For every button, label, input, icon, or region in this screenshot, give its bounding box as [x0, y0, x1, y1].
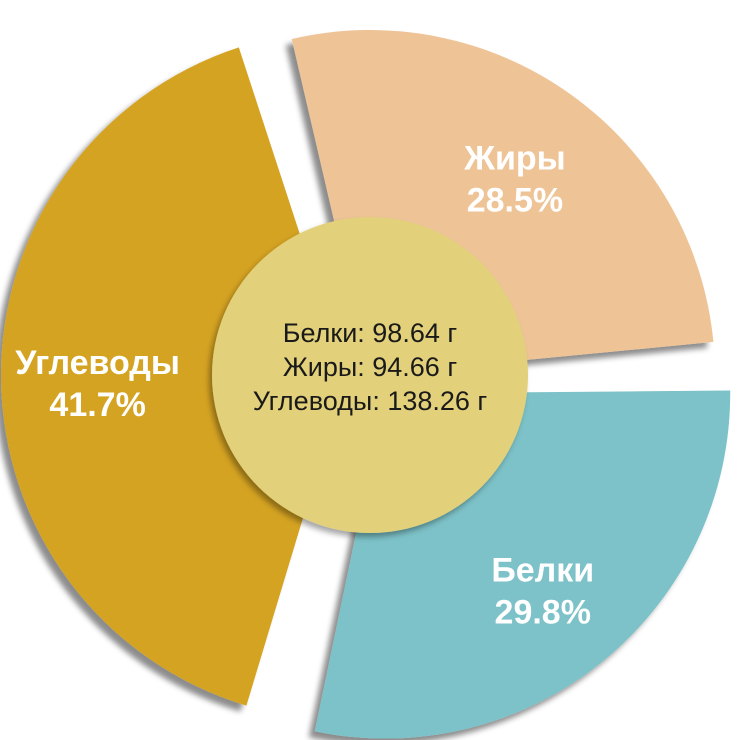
pie-slice-label-2: Жиры: [463, 139, 565, 177]
pie-slice-2: [291, 29, 714, 363]
pie-slice-label-0: Белки: [491, 552, 594, 590]
pie-slice-value-0: 29.8%: [495, 594, 591, 632]
center-line-fat: Жиры: 94.66 г: [283, 352, 458, 382]
center-line-carbs: Углеводы: 138.26 г: [253, 386, 488, 416]
center-summary: Белки: 98.64 г Жиры: 94.66 г Углеводы: 1…: [212, 217, 528, 533]
pie-slices: [1, 29, 731, 739]
center-line-protein: Белки: 98.64 г: [283, 318, 458, 348]
pie-slice-value-1: 41.7%: [49, 386, 145, 424]
center-summary-disc: [212, 217, 528, 533]
pie-slice-label-1: Углеводы: [15, 344, 180, 382]
pie-slice-labels: Белки 29.8% Углеводы 41.7% Жиры 28.5%: [15, 139, 594, 631]
pie-slice-value-2: 28.5%: [467, 181, 563, 219]
pie-slice-1: [1, 47, 309, 706]
pie-slice-0: [314, 390, 731, 739]
